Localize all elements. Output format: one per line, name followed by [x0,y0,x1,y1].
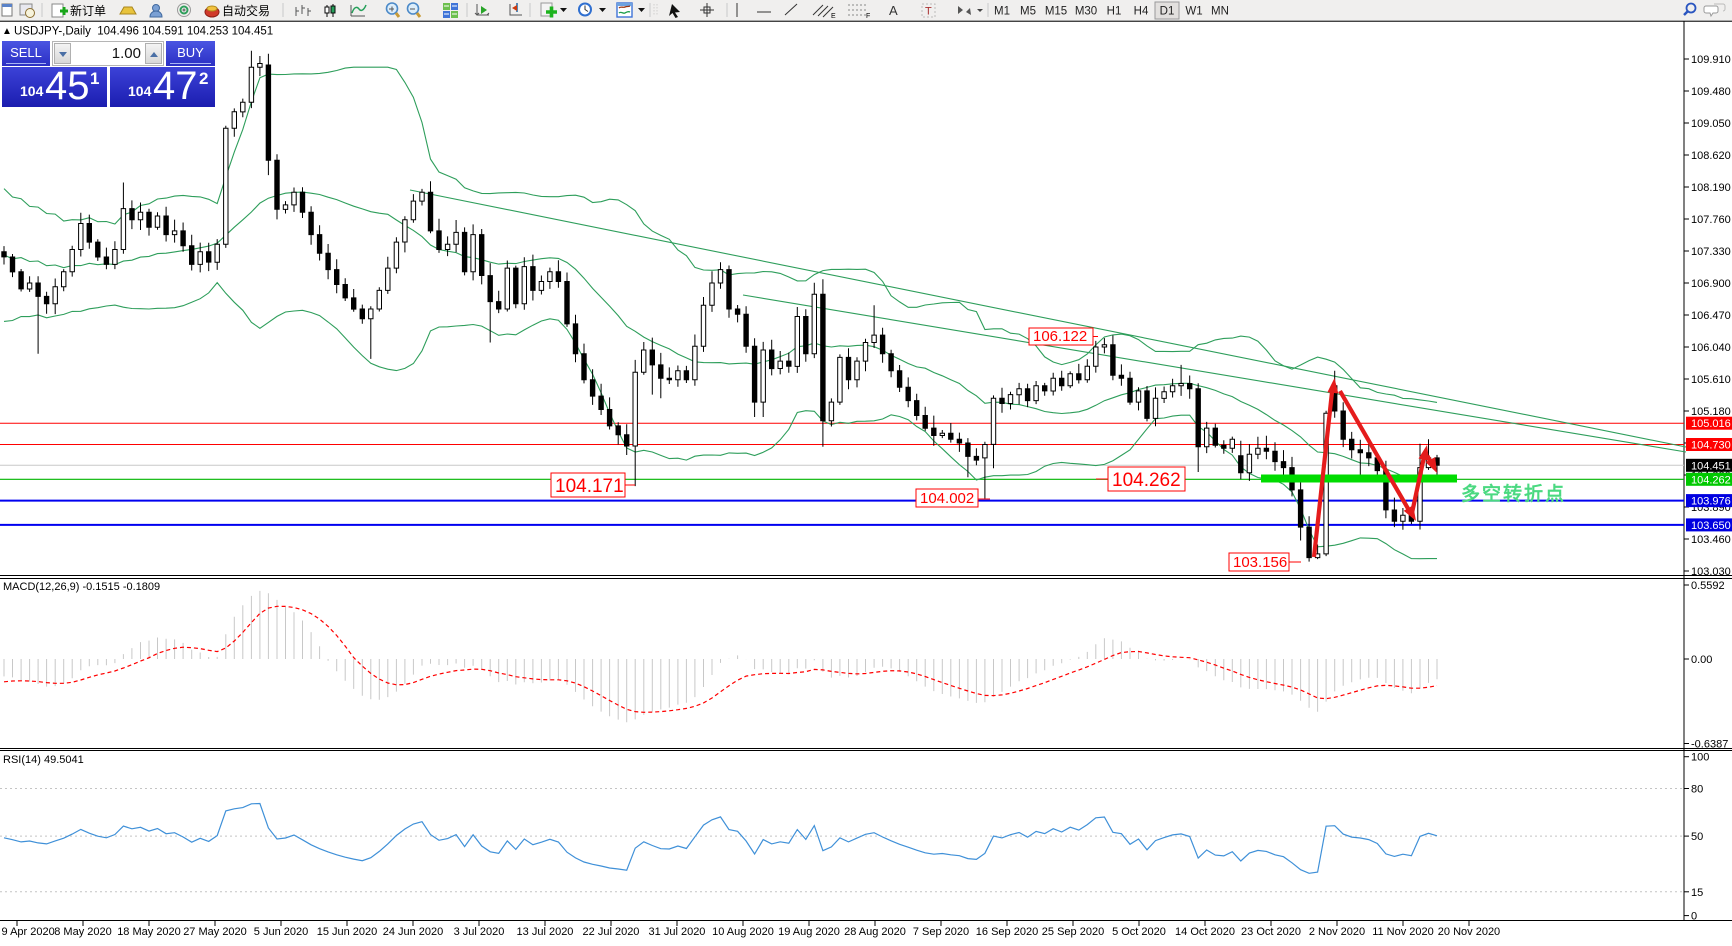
svg-text:19 Aug 2020: 19 Aug 2020 [778,926,840,938]
svg-text:31 Jul 2020: 31 Jul 2020 [649,926,706,938]
svg-text:F: F [866,13,870,20]
svg-text:24 Jun 2020: 24 Jun 2020 [383,926,444,938]
svg-text:11 Nov 2020: 11 Nov 2020 [1372,926,1434,938]
svg-text:103.650: 103.650 [1691,520,1731,532]
svg-text:0.5592: 0.5592 [1691,580,1725,592]
svg-text:10 Aug 2020: 10 Aug 2020 [712,926,774,938]
svg-text:D1: D1 [1160,6,1175,18]
svg-text:M5: M5 [1020,6,1036,18]
svg-text:104.002: 104.002 [920,490,974,507]
svg-text:108.190: 108.190 [1691,182,1731,194]
svg-text:80: 80 [1691,784,1703,796]
svg-text:3 Jul 2020: 3 Jul 2020 [454,926,505,938]
svg-text:7 Sep 2020: 7 Sep 2020 [913,926,969,938]
svg-text:18 May 2020: 18 May 2020 [117,926,181,938]
svg-text:-0.6387: -0.6387 [1691,739,1728,751]
svg-text:5 Jun 2020: 5 Jun 2020 [254,926,308,938]
svg-text:H4: H4 [1134,6,1149,18]
svg-text:103.460: 103.460 [1691,534,1731,546]
svg-text:25 Sep 2020: 25 Sep 2020 [1042,926,1104,938]
svg-text:H1: H1 [1107,6,1122,18]
svg-text:E: E [831,13,836,20]
svg-text:新订单: 新订单 [70,3,106,18]
svg-text:106.470: 106.470 [1691,310,1731,322]
svg-text:100: 100 [1691,752,1709,764]
svg-text:50: 50 [1691,831,1703,843]
svg-text:5 Oct 2020: 5 Oct 2020 [1112,926,1166,938]
svg-text:109.910: 109.910 [1691,54,1731,66]
svg-text:104.730: 104.730 [1691,440,1731,452]
svg-text:15 Jun 2020: 15 Jun 2020 [317,926,378,938]
svg-text:103.030: 103.030 [1691,566,1731,578]
svg-text:RSI(14) 49.5041: RSI(14) 49.5041 [3,754,84,766]
svg-text:MN: MN [1211,6,1229,18]
svg-text:W1: W1 [1185,6,1202,18]
svg-text:M1: M1 [994,6,1010,18]
svg-text:105.610: 105.610 [1691,374,1731,386]
svg-text:104.171: 104.171 [555,476,624,497]
svg-text:27 May 2020: 27 May 2020 [183,926,247,938]
svg-text:105.180: 105.180 [1691,406,1731,418]
svg-text:104.262: 104.262 [1691,474,1731,486]
svg-text:109.480: 109.480 [1691,86,1731,98]
svg-text:22 Jul 2020: 22 Jul 2020 [583,926,640,938]
svg-text:103.156: 103.156 [1233,554,1287,571]
svg-text:多空转折点: 多空转折点 [1461,482,1566,505]
svg-text:0: 0 [1691,911,1697,923]
svg-text:20 Nov 2020: 20 Nov 2020 [1438,926,1500,938]
svg-text:2 Nov 2020: 2 Nov 2020 [1309,926,1365,938]
svg-text:自动交易: 自动交易 [222,3,270,18]
svg-text:USDJPY-,Daily 104.496 104.591: USDJPY-,Daily 104.496 104.591 104.253 10… [14,26,273,38]
svg-text:106.122: 106.122 [1033,328,1087,345]
svg-text:107.760: 107.760 [1691,214,1731,226]
svg-text:103.976: 103.976 [1691,496,1731,508]
svg-text:108.620: 108.620 [1691,150,1731,162]
svg-text:15: 15 [1691,887,1703,899]
svg-text:105.016: 105.016 [1691,418,1731,430]
svg-text:M30: M30 [1075,6,1097,18]
svg-text:8 May 2020: 8 May 2020 [54,926,111,938]
svg-text:23 Oct 2020: 23 Oct 2020 [1241,926,1301,938]
svg-text:104.451: 104.451 [1691,460,1731,472]
svg-text:107.330: 107.330 [1691,246,1731,258]
svg-text:MACD(12,26,9) -0.1515 -0.1809: MACD(12,26,9) -0.1515 -0.1809 [3,581,160,593]
svg-text:106.900: 106.900 [1691,278,1731,290]
svg-text:14 Oct 2020: 14 Oct 2020 [1175,926,1235,938]
svg-text:0.00: 0.00 [1691,654,1712,666]
svg-text:T: T [925,6,932,18]
svg-text:A: A [889,3,898,18]
svg-text:109.050: 109.050 [1691,118,1731,130]
svg-text:104.262: 104.262 [1112,470,1181,491]
svg-text:16 Sep 2020: 16 Sep 2020 [976,926,1038,938]
svg-text:106.040: 106.040 [1691,342,1731,354]
svg-text:9 Apr 2020: 9 Apr 2020 [2,926,55,938]
svg-text:▲: ▲ [2,26,12,37]
svg-text:M15: M15 [1045,6,1067,18]
svg-text:13 Jul 2020: 13 Jul 2020 [517,926,574,938]
svg-text:28 Aug 2020: 28 Aug 2020 [844,926,906,938]
